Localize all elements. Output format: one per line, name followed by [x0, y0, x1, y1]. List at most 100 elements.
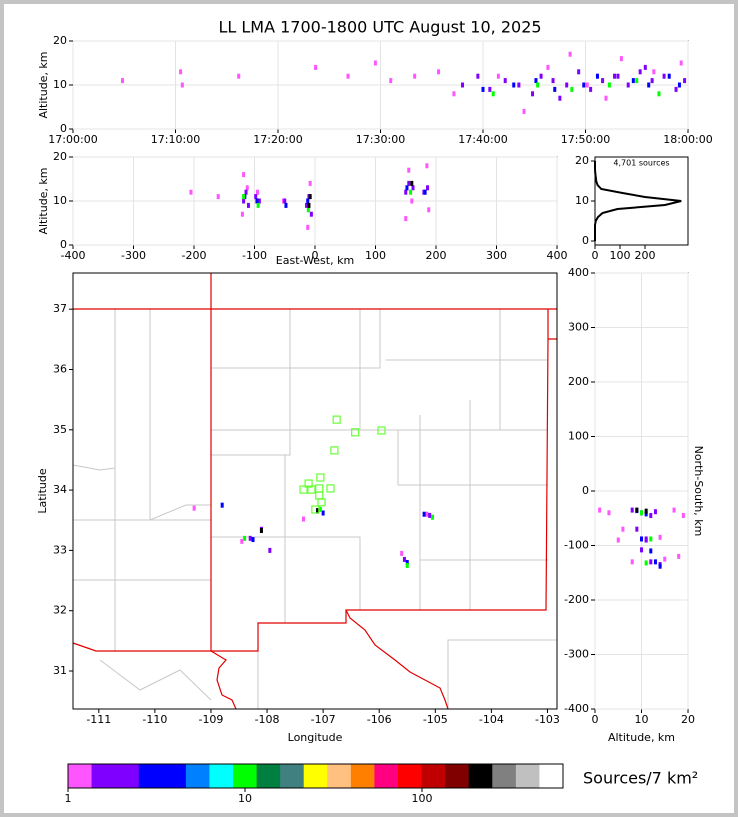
source-point: [251, 537, 255, 543]
source-point: [189, 189, 193, 195]
y-axis-label: Altitude, km: [37, 51, 50, 118]
x-tick-label: -200: [182, 249, 207, 262]
source-point: [305, 202, 309, 208]
source-point: [598, 507, 602, 513]
source-point: [662, 73, 666, 79]
source-point: [652, 69, 656, 75]
source-point: [242, 172, 246, 178]
source-point: [308, 180, 312, 186]
county-line: [149, 309, 211, 521]
source-point: [681, 513, 685, 519]
station: [377, 426, 386, 435]
x-tick-label: 0: [592, 713, 599, 726]
source-point: [257, 198, 261, 204]
y-tick-label: 20: [53, 34, 67, 47]
source-point: [426, 185, 430, 191]
source-point: [649, 559, 653, 565]
x-tick-label: 200: [426, 249, 447, 262]
source-point: [423, 189, 427, 195]
source-point: [653, 559, 657, 565]
source-point: [619, 56, 623, 62]
y-axis-label: Altitude, km: [37, 167, 50, 234]
x-tick-label: 10: [238, 792, 252, 805]
y-tick-label: 100: [568, 430, 589, 443]
source-point: [411, 185, 415, 191]
source-point: [647, 82, 651, 88]
source-point: [595, 73, 599, 79]
source-point: [663, 556, 667, 562]
source-point: [635, 78, 639, 84]
y-tick-label: 0: [582, 484, 589, 497]
source-point: [216, 194, 220, 200]
source-point: [616, 73, 620, 79]
source-point: [496, 73, 500, 79]
y-tick-label: 33: [53, 543, 67, 556]
source-point: [242, 198, 246, 204]
station: [317, 498, 326, 507]
x-tick-label: 0: [312, 249, 319, 262]
y-tick-label: 37: [53, 302, 67, 315]
county-line: [447, 639, 557, 709]
source-point: [452, 91, 456, 97]
source-point: [283, 198, 287, 204]
source-point: [248, 535, 252, 541]
source-point: [422, 511, 426, 517]
source-point: [400, 550, 404, 556]
colorbar-segment: [350, 764, 375, 788]
x-tick-label: 20: [681, 713, 695, 726]
source-point: [640, 547, 643, 553]
source-point: [577, 69, 581, 75]
colorbar-segment: [68, 764, 93, 788]
y-tick-label: 400: [568, 266, 589, 279]
source-point: [284, 202, 288, 208]
x-axis-label: Altitude, km: [608, 731, 675, 744]
source-point: [237, 73, 241, 79]
station: [307, 485, 316, 494]
source-point: [638, 69, 642, 75]
colorbar-segment: [468, 764, 493, 788]
source-point: [318, 506, 322, 512]
source-point: [389, 78, 393, 84]
source-point: [621, 526, 625, 532]
station: [311, 505, 320, 514]
x-tick-label: 0: [592, 249, 599, 262]
source-point: [308, 194, 312, 200]
colorbar-segment: [115, 764, 140, 788]
source-point: [373, 60, 377, 66]
source-point: [427, 207, 431, 213]
x-tick-label: -100: [242, 249, 267, 262]
y-tick-label: 10: [53, 78, 67, 91]
source-point: [653, 509, 657, 515]
source-point: [640, 536, 643, 542]
source-point: [268, 547, 272, 553]
source-point: [558, 95, 562, 101]
colorbar-segment: [398, 764, 423, 788]
source-point: [658, 534, 662, 540]
source-point: [413, 73, 417, 79]
x-tick-label: -106: [367, 713, 392, 726]
source-point: [658, 563, 662, 569]
county-line: [99, 659, 212, 701]
y-tick-label: 10: [575, 194, 589, 207]
source-point: [246, 202, 250, 208]
source-point: [306, 198, 310, 204]
station: [332, 415, 341, 424]
source-point: [517, 82, 521, 88]
source-point: [534, 78, 538, 84]
station: [304, 479, 313, 488]
x-tick-label: -111: [86, 713, 111, 726]
colorbar-segment: [138, 764, 163, 788]
chart-title: LL LMA 1700-1800 UTC August 10, 2025: [218, 18, 541, 37]
colorbar-segment: [162, 764, 187, 788]
source-point: [179, 69, 183, 75]
station: [326, 484, 335, 493]
source-point: [626, 82, 630, 88]
x-tick-label: 400: [547, 249, 568, 262]
source-point: [428, 512, 432, 518]
y-tick-label: -300: [564, 648, 589, 661]
colorbar-segment: [233, 764, 258, 788]
source-point: [402, 556, 406, 562]
y-tick-label: 34: [53, 483, 67, 496]
source-point: [407, 167, 411, 173]
x-tick-label: -400: [61, 249, 86, 262]
